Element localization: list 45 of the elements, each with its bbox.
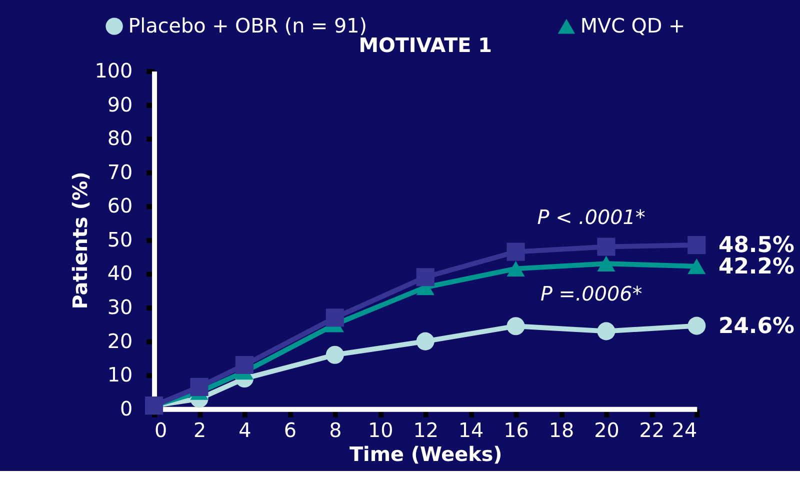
y-tick-label: 100: [94, 59, 133, 82]
x-tick-label: 0: [154, 419, 168, 442]
x-tick-label: 6: [284, 419, 297, 442]
y-axis-title: Patients (%): [68, 172, 92, 310]
annotation: P < .0001*: [537, 206, 646, 230]
point: [688, 258, 706, 274]
point: [597, 256, 616, 272]
point: [326, 308, 344, 327]
point: [506, 242, 525, 261]
x-tick-label: 4: [238, 419, 252, 442]
point: [688, 316, 706, 335]
legend-label: MVC QD +: [580, 14, 686, 38]
y-tick-label: 50: [107, 228, 133, 252]
y-tick-label: 60: [107, 194, 133, 218]
point: [235, 356, 254, 374]
y-tick-label: 30: [107, 296, 133, 320]
y-tick-label: 20: [107, 330, 133, 353]
point: [326, 346, 344, 364]
point: [688, 236, 706, 254]
annotation: P =.0006*: [540, 282, 642, 306]
point: [416, 268, 434, 286]
x-tick-label: 2: [193, 419, 206, 442]
x-tick-label: 18: [548, 419, 574, 442]
x-tick-label: 22: [639, 419, 665, 442]
x-tick-label: 14: [458, 419, 484, 442]
x-tick-label: 10: [368, 419, 394, 442]
point: [597, 238, 616, 256]
y-tick-label: 10: [107, 364, 133, 387]
data-label: 24.6%: [718, 314, 794, 339]
point: [506, 260, 525, 277]
point: [597, 322, 616, 340]
point: [506, 317, 525, 336]
x-tick-label: 16: [504, 419, 529, 442]
y-tick-label: 70: [107, 160, 133, 184]
x-tick-label: 12: [413, 419, 438, 442]
point: [190, 378, 208, 396]
y-tick-label: 0: [120, 397, 133, 420]
y-tick-label: 90: [107, 93, 133, 116]
y-tick-label: 80: [107, 127, 133, 150]
y-tick-label: 40: [107, 262, 133, 286]
x-tick-label: 20: [594, 419, 620, 442]
x-axis-title: Time (Weeks): [349, 443, 502, 466]
point: [416, 332, 434, 350]
x-tick-label: 8: [329, 419, 342, 442]
x-tick-label: 24: [672, 419, 698, 442]
